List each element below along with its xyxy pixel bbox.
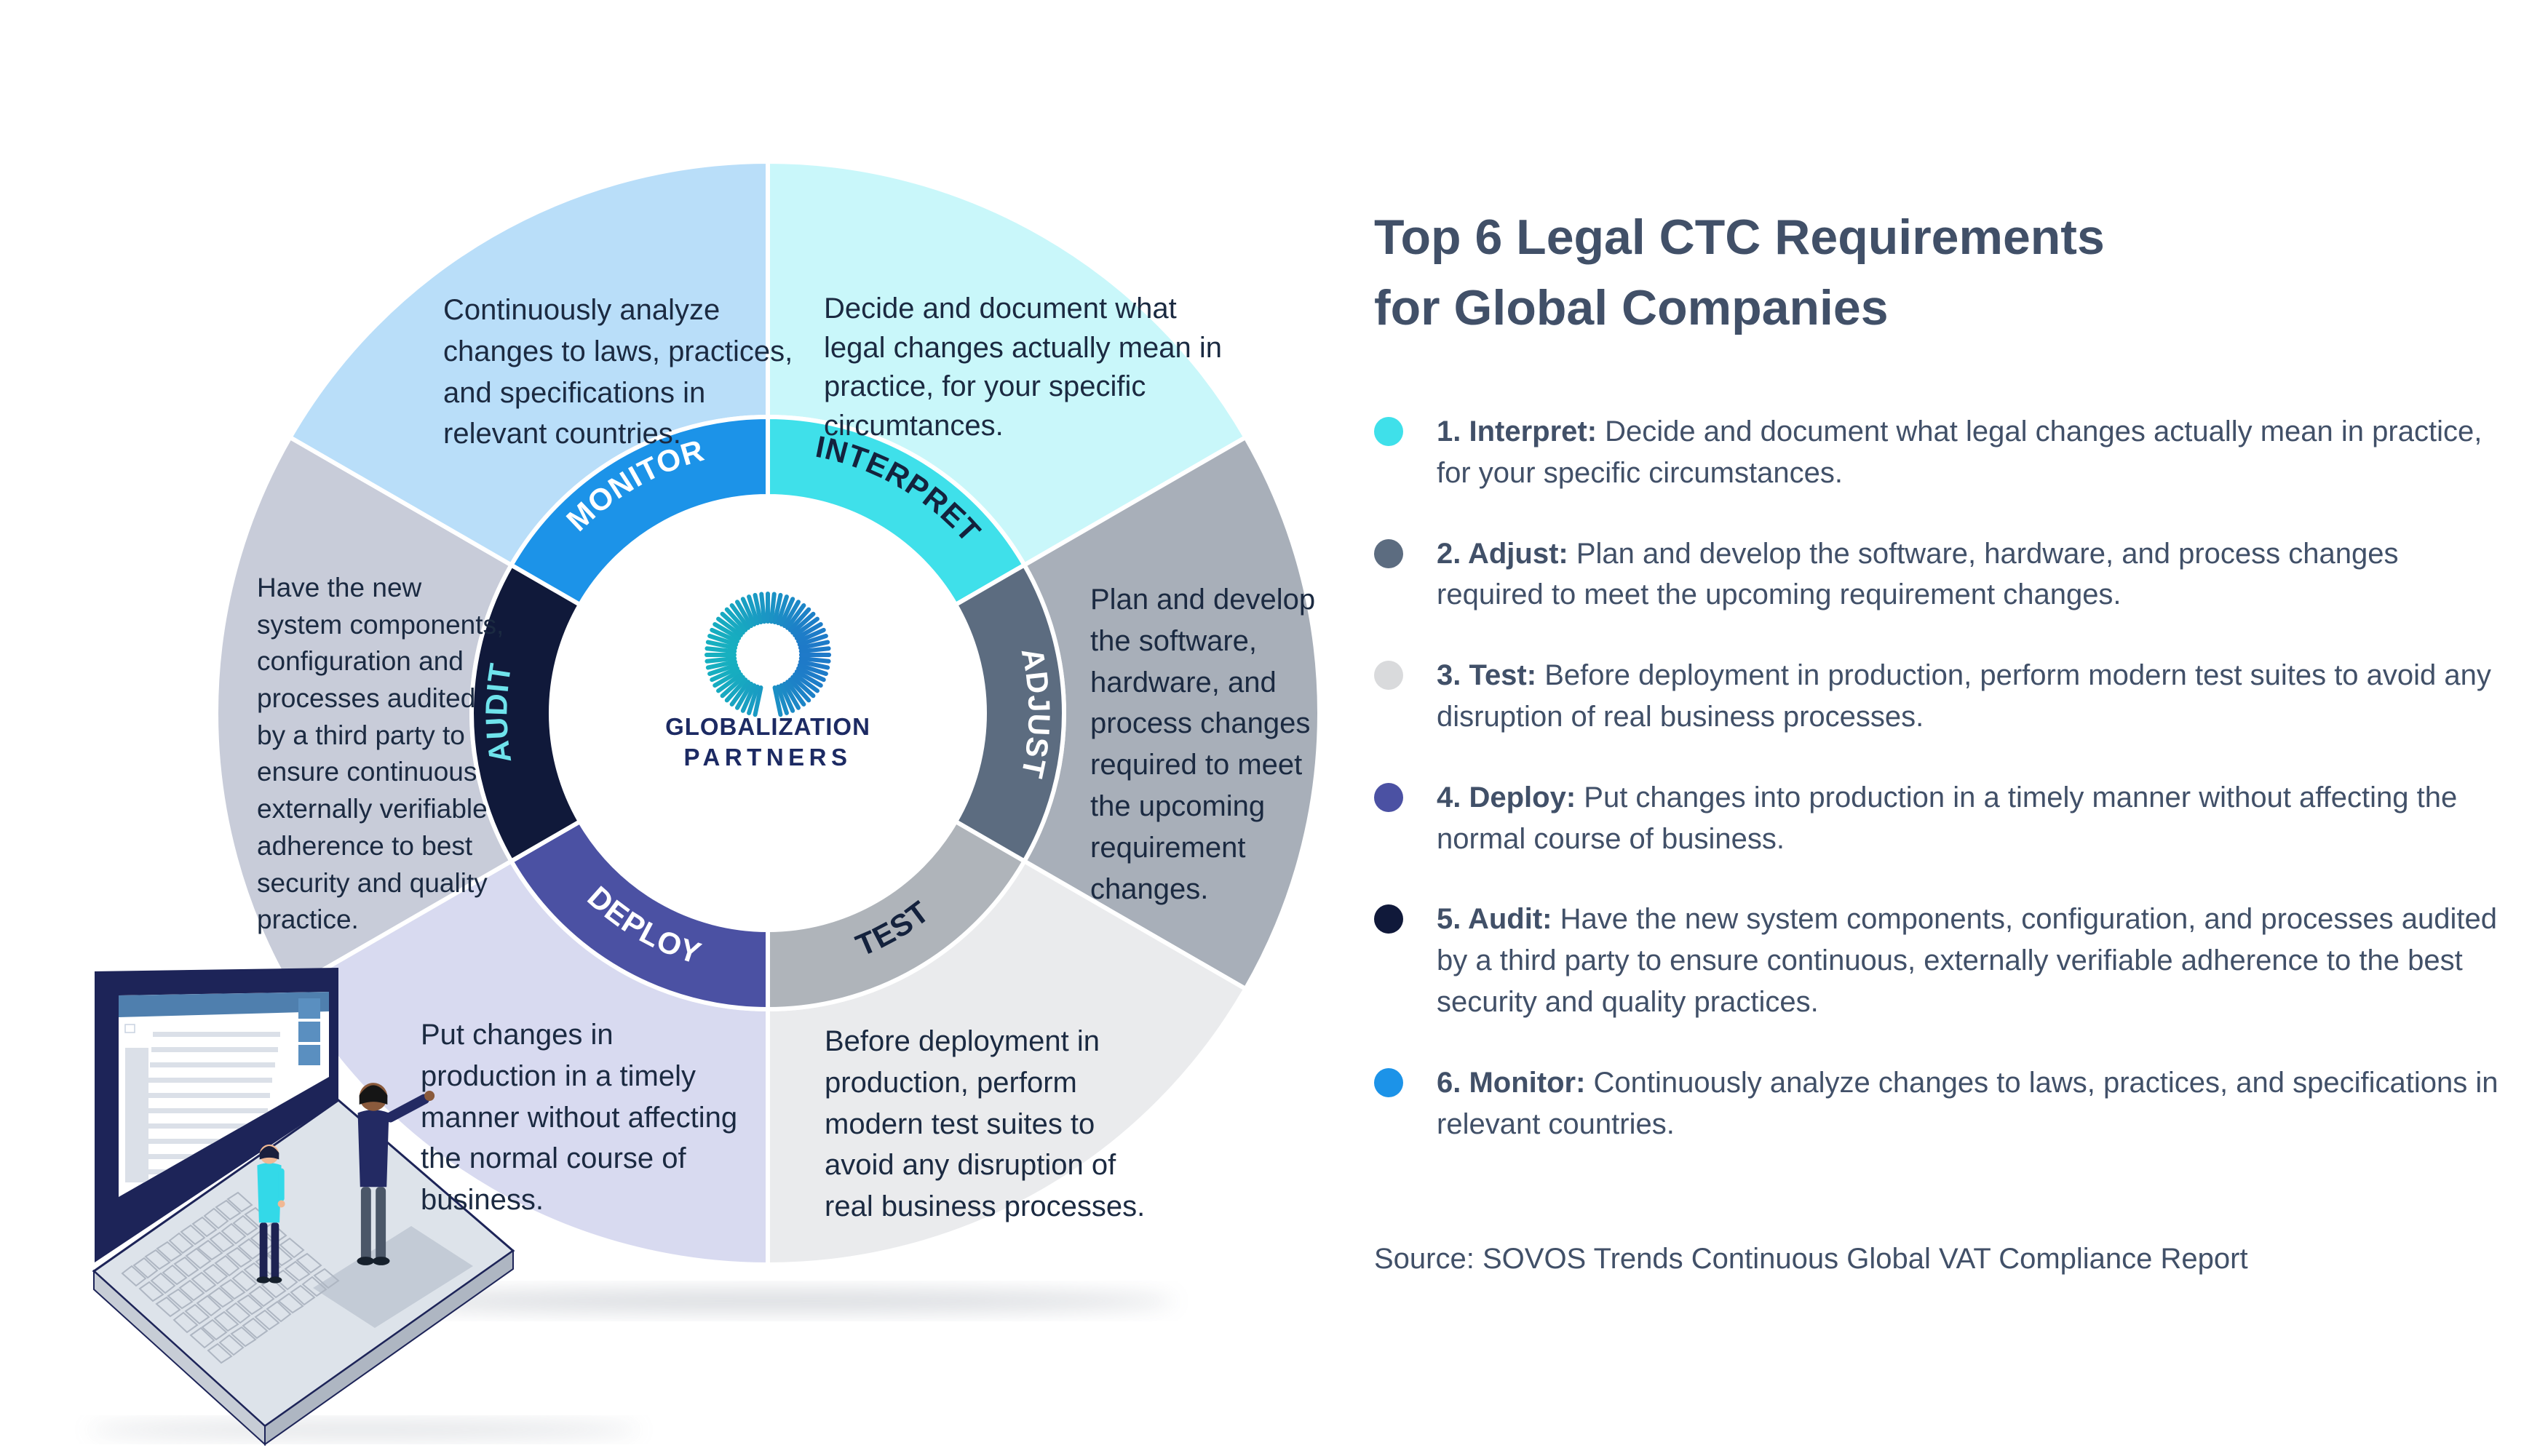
svg-text:GLOBALIZATION: GLOBALIZATION (665, 713, 870, 740)
svg-text:PARTNERS: PARTNERS (683, 744, 852, 771)
